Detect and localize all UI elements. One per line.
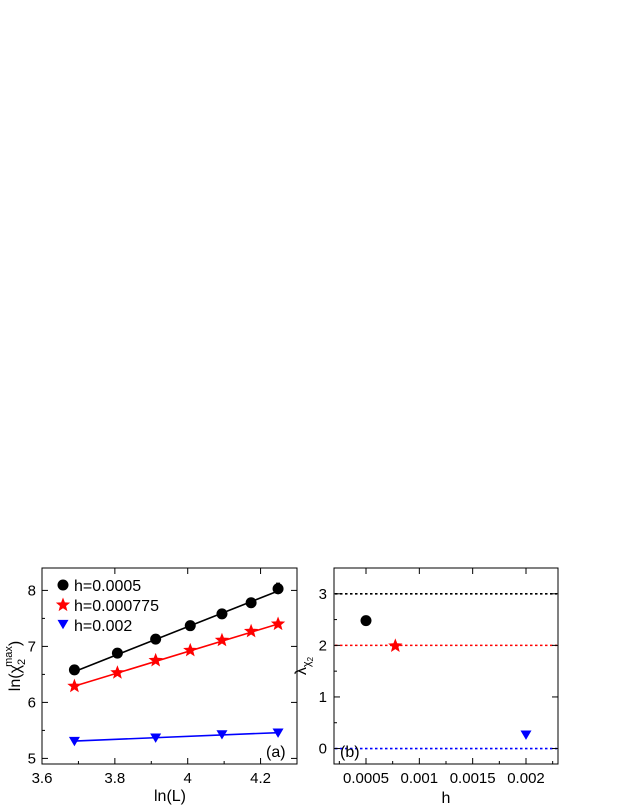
legend-item-0: h=0.0005	[57, 578, 141, 595]
legend-item-2: h=0.002	[57, 618, 132, 635]
panel-a-label: (a)	[266, 744, 286, 761]
legend-marker-triangle	[57, 619, 69, 630]
point-series-0	[216, 608, 228, 620]
panel-a: 3.6 3.8 4 4.2 5 6 7 8 h=0.0005 h=0.000775 h=0.0…	[3, 567, 298, 805]
legend-label-1: h=0.000775	[74, 598, 159, 615]
y-tick-label: 6	[28, 694, 36, 711]
y-tick-label: 7	[28, 638, 36, 655]
legend-label-2: h=0.002	[74, 618, 132, 635]
panel-b-reference-lines	[335, 592, 557, 750]
panel-a-fit-lines	[74, 590, 279, 742]
point-series-2	[150, 733, 162, 743]
point-series-0	[150, 633, 162, 645]
x-tick-label: 0.0005	[343, 770, 389, 787]
point-series-0	[111, 647, 123, 659]
x-tick-label: 0.002	[507, 770, 545, 787]
panel-a-frame	[41, 567, 298, 765]
legend-marker-star	[55, 597, 71, 612]
legend-label-0: h=0.0005	[74, 578, 141, 595]
panel-b-ylabel: λχ2	[293, 656, 315, 675]
point-0	[360, 615, 372, 627]
point-series-1	[148, 652, 163, 667]
panel-a-markers	[67, 582, 286, 747]
x-tick-label: 3.6	[32, 770, 53, 787]
point-series-1	[270, 616, 286, 631]
y-tick-label: 5	[28, 750, 36, 767]
point-series-2	[216, 730, 228, 740]
fit-line-series-2	[74, 731, 279, 742]
x-tick-label: 0.001	[401, 770, 439, 787]
y-tick-label: 3	[319, 586, 327, 603]
y-tick-label: 8	[28, 582, 36, 599]
panel-b-label: (b)	[340, 744, 360, 761]
point-series-0	[68, 664, 80, 676]
point-1	[388, 638, 403, 652]
point-series-1	[243, 623, 259, 638]
point-series-0	[184, 620, 196, 632]
panel-a-ticks: 3.6 3.8 4 4.2 5 6 7 8	[28, 568, 297, 787]
x-tick-label: 4	[184, 770, 192, 787]
panel-b: 0.0005 0.001 0.0015 0.002 0 1 2 3 (b) h λχ2	[293, 567, 559, 806]
point-series-2	[272, 728, 284, 738]
panel-b-ticks: 0.0005 0.001 0.0015 0.002 0 1 2 3	[319, 568, 558, 787]
point-series-1	[214, 632, 230, 647]
point-series-2	[68, 736, 80, 747]
y-tick-label: 1	[319, 689, 327, 706]
y-tick-label: 0	[319, 741, 327, 758]
point-series-0	[245, 597, 257, 609]
legend-marker-circle	[57, 579, 69, 591]
x-tick-label: 0.0015	[450, 770, 496, 787]
panel-a-ylabel: ln(χ2max)	[3, 641, 28, 691]
x-tick-label: 4.2	[250, 770, 271, 787]
fit-line-series-0	[74, 590, 279, 673]
point-series-1	[67, 678, 82, 693]
panel-a-xlabel: ln(L)	[154, 788, 186, 805]
point-series-1	[110, 665, 125, 679]
point-2	[520, 730, 532, 740]
point-series-1	[183, 642, 198, 657]
panel-b-xlabel: h	[442, 790, 451, 806]
x-tick-label: 3.8	[104, 770, 125, 787]
fit-line-series-1	[74, 623, 279, 687]
panel-b-markers	[360, 615, 532, 740]
legend: h=0.0005 h=0.000775 h=0.002	[55, 578, 159, 635]
y-tick-label: 2	[319, 637, 327, 654]
legend-item-1: h=0.000775	[55, 597, 159, 615]
